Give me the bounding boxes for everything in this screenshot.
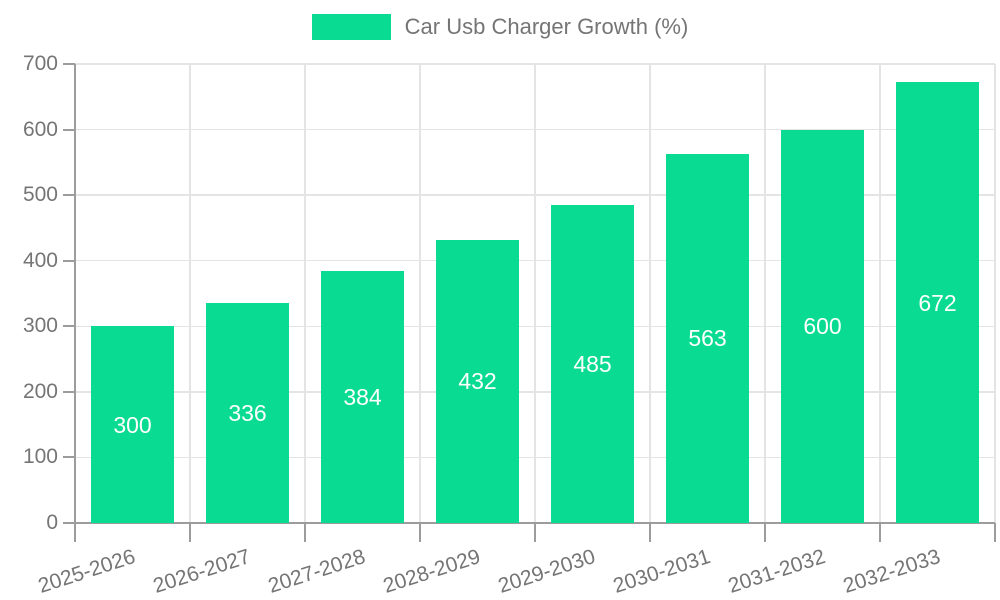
bar-value-label: 336: [228, 399, 267, 426]
bar: [666, 153, 749, 523]
y-axis-label: 0: [46, 511, 58, 534]
x-gridline: [994, 64, 996, 523]
x-gridline: [649, 64, 651, 523]
y-axis-label: 700: [22, 52, 58, 75]
x-axis-tick: [534, 523, 536, 542]
bar-value-label: 563: [688, 325, 727, 352]
y-axis-label: 500: [22, 183, 58, 207]
y-axis-label: 100: [22, 445, 58, 469]
x-gridline: [304, 64, 306, 523]
y-axis-tick: [63, 390, 75, 393]
x-gridline: [534, 64, 536, 523]
x-axis-tick: [189, 523, 191, 542]
x-axis-tick: [764, 523, 766, 542]
x-axis-tick: [994, 523, 996, 542]
x-gridline: [189, 64, 191, 523]
x-gridline: [764, 64, 766, 523]
y-axis-line: [74, 64, 76, 542]
x-gridline: [419, 64, 421, 523]
bar-value-label: 432: [458, 368, 497, 395]
bar: [91, 326, 174, 523]
x-gridline: [879, 64, 881, 523]
bar: [206, 302, 289, 523]
y-axis-tick: [63, 128, 75, 131]
x-axis-tick: [304, 523, 306, 542]
legend[interactable]: Car Usb Charger Growth (%): [0, 14, 1000, 40]
x-axis-tick: [879, 523, 881, 542]
bar: [896, 82, 979, 523]
y-axis-tick: [63, 259, 75, 262]
bar-value-label: 384: [343, 384, 382, 411]
y-axis-tick: [63, 194, 75, 197]
legend-label: Car Usb Charger Growth (%): [404, 14, 689, 39]
y-axis-label: 200: [22, 379, 58, 403]
legend-swatch-icon: [311, 14, 391, 40]
bar: [436, 239, 519, 523]
y-axis-tick: [63, 325, 75, 328]
bar: [781, 129, 864, 523]
bar-value-label: 300: [113, 411, 152, 438]
bar-value-label: 485: [573, 350, 612, 377]
bar: [551, 204, 634, 523]
bar: [321, 271, 404, 523]
y-axis-tick: [63, 63, 75, 65]
x-axis-tick: [419, 523, 421, 542]
bar-value-label: 672: [918, 289, 957, 316]
x-axis-line: [63, 522, 995, 524]
y-axis-label: 300: [22, 314, 58, 338]
y-axis-tick: [63, 456, 75, 459]
y-axis-label: 600: [22, 117, 58, 141]
bar-value-label: 600: [803, 313, 842, 340]
x-axis-tick: [649, 523, 651, 542]
y-axis-label: 400: [22, 248, 58, 272]
